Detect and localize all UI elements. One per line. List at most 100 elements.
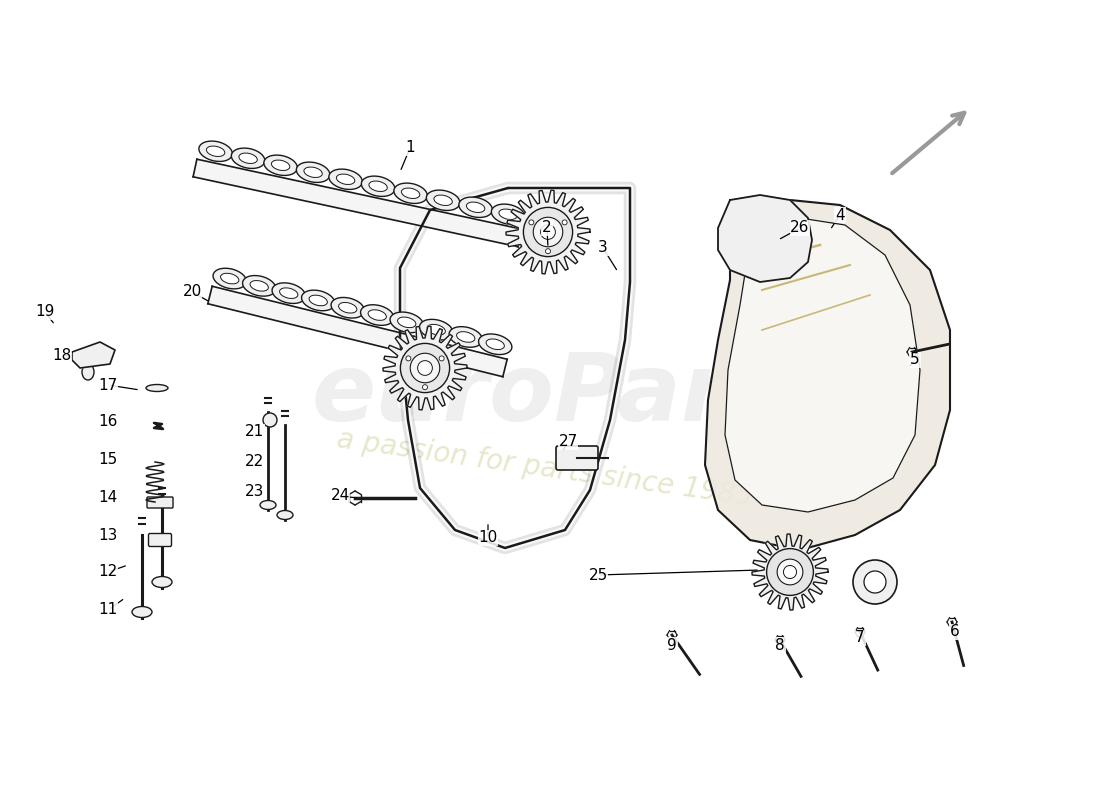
- Ellipse shape: [339, 302, 356, 313]
- Ellipse shape: [304, 167, 322, 178]
- Ellipse shape: [132, 606, 152, 618]
- Text: 10: 10: [478, 530, 497, 546]
- Ellipse shape: [331, 298, 364, 318]
- Text: 4: 4: [835, 207, 845, 222]
- Ellipse shape: [390, 312, 424, 333]
- Circle shape: [534, 218, 563, 246]
- Ellipse shape: [272, 283, 306, 303]
- Text: 19: 19: [35, 305, 55, 319]
- Polygon shape: [718, 195, 812, 282]
- Ellipse shape: [199, 141, 232, 162]
- Ellipse shape: [264, 155, 297, 175]
- Circle shape: [418, 361, 432, 375]
- Circle shape: [410, 354, 440, 382]
- Text: 26: 26: [790, 221, 810, 235]
- Ellipse shape: [152, 577, 172, 587]
- Circle shape: [783, 566, 796, 578]
- Text: a passion for parts since 1985: a passion for parts since 1985: [336, 425, 755, 511]
- Text: 18: 18: [53, 347, 72, 362]
- Circle shape: [777, 559, 803, 585]
- Ellipse shape: [337, 174, 355, 185]
- Text: 25: 25: [588, 567, 607, 582]
- Ellipse shape: [427, 324, 446, 335]
- FancyBboxPatch shape: [147, 497, 173, 508]
- Ellipse shape: [368, 181, 387, 191]
- Ellipse shape: [368, 310, 386, 320]
- Ellipse shape: [449, 326, 483, 347]
- Ellipse shape: [499, 209, 517, 219]
- Ellipse shape: [231, 148, 265, 169]
- Ellipse shape: [213, 268, 246, 289]
- Polygon shape: [208, 286, 507, 377]
- Polygon shape: [383, 326, 468, 410]
- Ellipse shape: [456, 332, 475, 342]
- Circle shape: [546, 249, 550, 254]
- Ellipse shape: [207, 146, 224, 157]
- Ellipse shape: [394, 183, 428, 203]
- Text: 11: 11: [98, 602, 118, 618]
- Ellipse shape: [397, 317, 416, 328]
- Circle shape: [852, 560, 896, 604]
- Circle shape: [524, 207, 573, 257]
- Text: 8: 8: [776, 638, 784, 653]
- Polygon shape: [194, 159, 521, 246]
- Text: 22: 22: [245, 454, 265, 470]
- Text: 6: 6: [950, 625, 960, 639]
- Text: 17: 17: [98, 378, 118, 393]
- Text: 12: 12: [98, 565, 118, 579]
- Ellipse shape: [250, 281, 268, 291]
- Text: 15: 15: [98, 453, 118, 467]
- Ellipse shape: [82, 364, 94, 380]
- Text: 20: 20: [183, 285, 201, 299]
- Ellipse shape: [361, 305, 394, 326]
- Ellipse shape: [433, 195, 452, 206]
- Circle shape: [529, 220, 534, 225]
- Polygon shape: [725, 218, 920, 512]
- Text: 21: 21: [245, 425, 265, 439]
- Text: 27: 27: [559, 434, 578, 450]
- Ellipse shape: [486, 339, 505, 350]
- Ellipse shape: [362, 176, 395, 197]
- Circle shape: [422, 385, 428, 390]
- Ellipse shape: [296, 162, 330, 182]
- Ellipse shape: [146, 385, 168, 391]
- Text: 13: 13: [98, 527, 118, 542]
- Ellipse shape: [492, 204, 525, 225]
- Circle shape: [864, 571, 886, 593]
- Ellipse shape: [427, 190, 460, 210]
- Circle shape: [400, 343, 450, 393]
- Ellipse shape: [329, 169, 362, 190]
- FancyBboxPatch shape: [556, 446, 598, 470]
- Ellipse shape: [221, 274, 239, 284]
- Ellipse shape: [272, 160, 289, 170]
- Text: 5: 5: [910, 353, 920, 367]
- Ellipse shape: [466, 202, 485, 213]
- Text: 3: 3: [598, 241, 608, 255]
- Ellipse shape: [402, 188, 420, 198]
- Circle shape: [540, 225, 556, 239]
- Text: 24: 24: [330, 489, 350, 503]
- Text: 7: 7: [855, 630, 865, 646]
- Text: 1: 1: [405, 141, 415, 155]
- Polygon shape: [72, 342, 116, 368]
- Text: 23: 23: [245, 485, 265, 499]
- Ellipse shape: [239, 153, 257, 163]
- Ellipse shape: [459, 197, 493, 218]
- Ellipse shape: [301, 290, 334, 310]
- Polygon shape: [506, 190, 590, 274]
- Text: 9: 9: [667, 638, 676, 653]
- Ellipse shape: [243, 275, 276, 296]
- Text: 16: 16: [98, 414, 118, 430]
- Text: euroPares: euroPares: [311, 349, 848, 441]
- Ellipse shape: [309, 295, 328, 306]
- Ellipse shape: [419, 319, 453, 340]
- Ellipse shape: [277, 510, 293, 519]
- Circle shape: [439, 356, 444, 361]
- Polygon shape: [705, 200, 950, 550]
- Ellipse shape: [478, 334, 512, 354]
- Polygon shape: [752, 534, 828, 610]
- Ellipse shape: [260, 501, 276, 510]
- Ellipse shape: [279, 288, 298, 298]
- FancyBboxPatch shape: [148, 534, 172, 546]
- Text: 2: 2: [542, 221, 552, 235]
